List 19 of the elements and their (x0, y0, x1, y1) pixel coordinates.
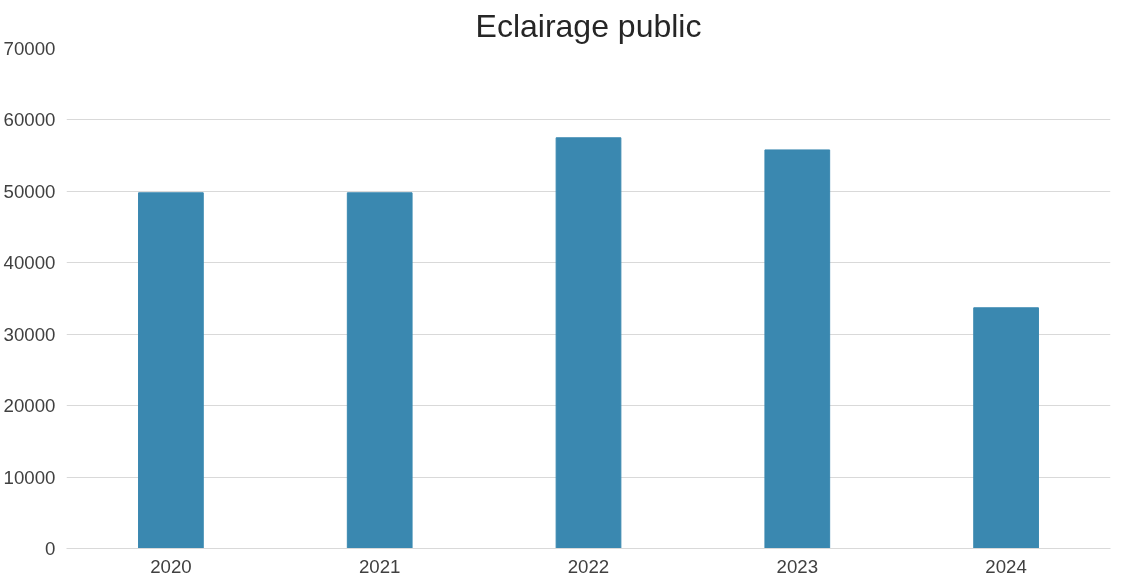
y-tick-label: 10000 (3, 466, 56, 488)
x-tick-label: 2020 (150, 555, 192, 577)
y-tick-label: 0 (45, 538, 56, 559)
y-tick-label: 20000 (3, 395, 56, 417)
y-tick-label: 50000 (3, 180, 56, 202)
bar (973, 307, 1039, 549)
x-tick-label: 2022 (567, 555, 610, 577)
y-tick-label: 70000 (3, 38, 56, 59)
y-tick-label: 30000 (3, 323, 56, 345)
bar (555, 137, 622, 549)
chart-title: Eclairage public (475, 7, 702, 44)
y-tick-label: 60000 (3, 109, 56, 131)
y-tick-label: 40000 (3, 252, 56, 274)
x-tick-label: 2024 (985, 555, 1027, 577)
bar (764, 149, 831, 549)
x-tick-label: 2021 (358, 555, 401, 577)
x-tick-label: 2023 (776, 555, 819, 577)
bar (346, 192, 413, 549)
bar (138, 192, 204, 549)
